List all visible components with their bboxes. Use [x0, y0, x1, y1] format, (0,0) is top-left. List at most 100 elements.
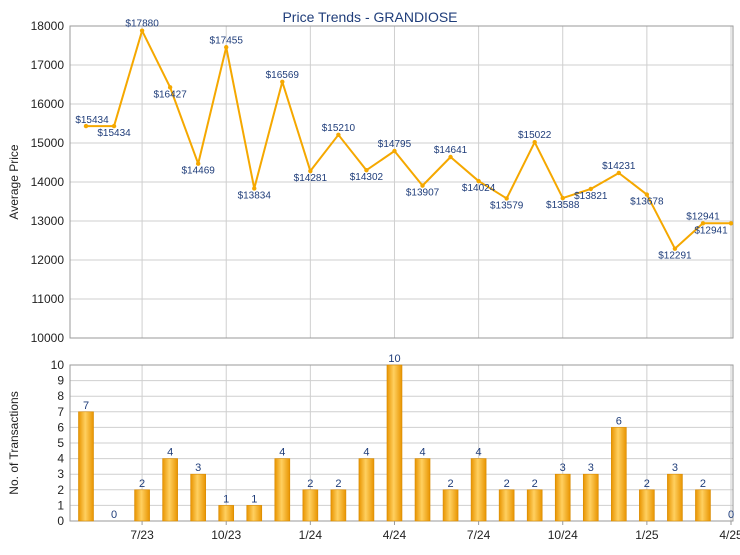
price-point	[280, 79, 285, 85]
price-point	[420, 183, 425, 188]
price-data-label: $14469	[181, 166, 215, 177]
price-data-label: $15434	[75, 115, 109, 126]
transaction-bar	[246, 505, 263, 522]
bar-data-label: 2	[307, 478, 313, 490]
bar-data-label: 3	[588, 462, 594, 474]
y-tick-label: 11000	[32, 292, 65, 306]
price-data-label: $14024	[462, 183, 496, 194]
y-tick-label: 8	[57, 389, 64, 403]
bar-data-label: 2	[448, 478, 454, 490]
x-tick-label: 4/25	[719, 528, 740, 542]
y-tick-label: 10000	[31, 331, 65, 345]
x-tick-label: 4/24	[383, 528, 407, 542]
price-point	[364, 168, 369, 173]
transaction-bar	[470, 458, 487, 522]
price-data-label: $14641	[434, 145, 468, 156]
y-tick-label: 15000	[31, 136, 65, 150]
x-tick-label: 10/23	[211, 528, 241, 542]
y-tick-label: 4	[57, 452, 64, 466]
price-point	[616, 170, 622, 176]
price-data-label: $13907	[406, 188, 440, 199]
price-line	[86, 29, 731, 250]
price-point	[252, 186, 257, 191]
bar-data-label: 2	[139, 478, 145, 490]
line-plot-frame	[69, 25, 734, 339]
x-tick-label: 10/24	[548, 528, 578, 542]
transaction-bar	[526, 489, 543, 522]
y-tick-label: 5	[57, 436, 64, 450]
transaction-bar	[554, 473, 571, 522]
y-tick-label: 18000	[31, 19, 65, 33]
price-point	[448, 154, 453, 160]
price-point	[504, 196, 509, 201]
bar-data-label: 6	[616, 415, 622, 427]
bar-data-label: 2	[335, 478, 341, 490]
price-point	[644, 192, 650, 197]
transaction-bar	[611, 427, 627, 522]
x-tick-label: 1/25	[635, 528, 659, 542]
price-point	[167, 85, 173, 90]
bar-data-label: 0	[728, 509, 734, 521]
transaction-bar	[330, 489, 347, 522]
bar-data-label: 2	[532, 478, 538, 490]
x-tick-label: 7/24	[467, 528, 491, 542]
transaction-bar	[667, 473, 683, 522]
price-point	[672, 246, 678, 251]
price-point	[139, 28, 145, 33]
bar-data-label: 10	[388, 353, 400, 365]
price-data-label: $16427	[153, 89, 187, 100]
x-tick-label: 7/23	[130, 528, 154, 542]
bar-data-label: 0	[111, 509, 117, 521]
price-point	[700, 221, 706, 226]
price-data-label: $13821	[574, 191, 608, 202]
bar-data-label: 2	[504, 478, 510, 490]
price-data-label: $13579	[490, 200, 524, 211]
price-point	[476, 178, 481, 184]
price-data-label: $15210	[322, 123, 356, 134]
bar-data-label: 3	[560, 462, 566, 474]
bar-data-label: 1	[251, 493, 257, 505]
price-point	[111, 123, 117, 129]
y-axis-title: No. of Transactions	[7, 391, 21, 494]
transaction-bar	[414, 458, 431, 522]
y-axis-title: Average Price	[7, 144, 21, 219]
price-data-label: $17880	[125, 19, 159, 30]
price-data-label: $15022	[518, 130, 552, 141]
price-point	[588, 186, 593, 192]
y-tick-label: 6	[57, 420, 64, 434]
bar-data-label: 2	[700, 478, 706, 490]
transaction-bar	[218, 505, 235, 522]
transaction-bar	[134, 489, 150, 522]
transaction-bar	[190, 473, 206, 522]
price-data-label: $12941	[694, 225, 728, 236]
y-tick-label: 1	[57, 498, 64, 512]
price-data-label: $14302	[350, 172, 384, 183]
price-data-label: $13678	[630, 197, 664, 208]
price-point	[336, 132, 341, 138]
y-tick-label: 7	[57, 405, 64, 419]
bar-data-label: 4	[363, 447, 369, 459]
transaction-bar	[386, 364, 403, 522]
transaction-bar	[639, 489, 655, 522]
y-tick-label: 10	[51, 358, 65, 372]
x-tick-label: 1/24	[299, 528, 323, 542]
price-point	[560, 195, 565, 201]
transaction-bar	[358, 458, 375, 522]
y-tick-label: 16000	[31, 97, 65, 111]
transaction-bar	[498, 489, 515, 522]
bar-data-label: 4	[476, 447, 482, 459]
bar-data-label: 3	[672, 462, 678, 474]
transaction-bar	[582, 473, 599, 522]
y-tick-label: 9	[57, 374, 64, 388]
price-data-label: $16569	[266, 70, 300, 81]
bar-data-label: 7	[83, 400, 89, 412]
bar-data-label: 4	[419, 447, 425, 459]
bar-data-label: 3	[195, 462, 201, 474]
price-point	[83, 123, 89, 129]
price-point	[195, 161, 201, 166]
transaction-bar	[695, 489, 711, 522]
price-data-label: $12291	[658, 251, 692, 262]
price-data-label: $14231	[602, 161, 636, 172]
y-tick-label: 13000	[31, 214, 65, 228]
